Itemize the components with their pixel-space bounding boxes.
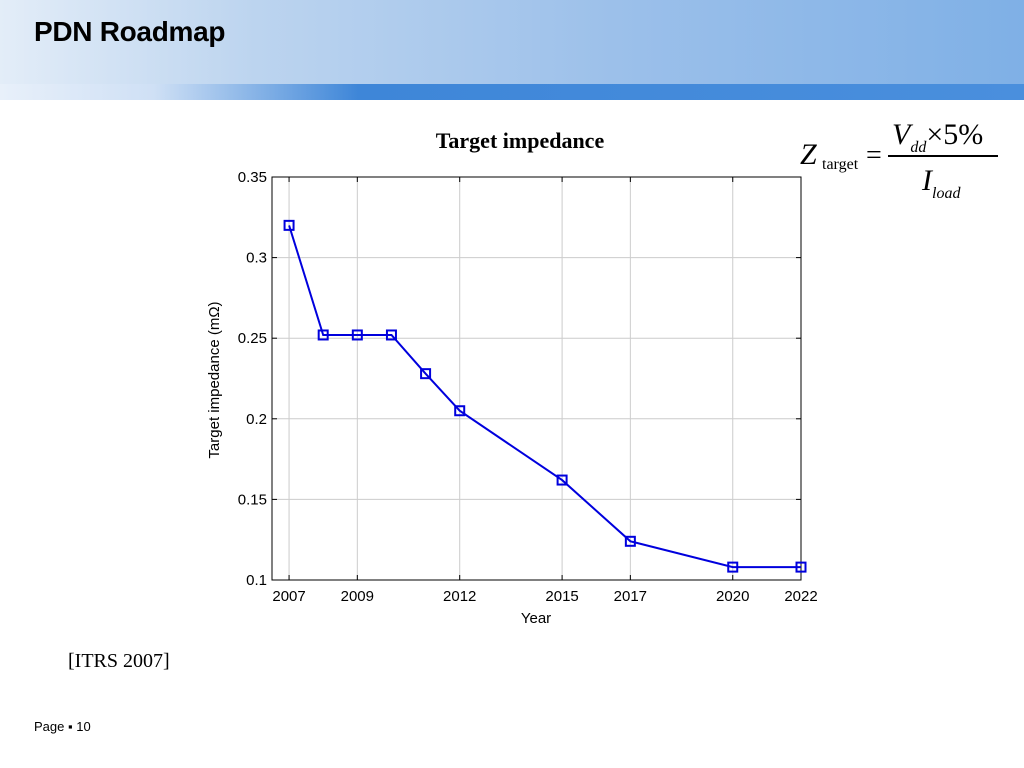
data-point-marker	[624, 535, 636, 547]
formula-denominator-subscript: load	[932, 185, 961, 202]
data-point-marker	[727, 561, 739, 573]
x-tick-label: 2022	[784, 588, 817, 605]
y-tick-labels: 0.1 0.15 0.2 0.25 0.3 0.35	[238, 169, 267, 589]
data-point-marker	[283, 219, 295, 231]
formula-equals: =	[866, 140, 882, 171]
formula-denominator-symbol: I	[922, 164, 932, 197]
series-line	[288, 225, 801, 569]
y-tick-label: 0.2	[246, 411, 267, 428]
formula-numerator-subscript: dd	[910, 139, 927, 156]
y-tick-label: 0.3	[246, 250, 267, 267]
y-tick-label: 0.25	[238, 330, 267, 347]
header-stripe	[0, 84, 1024, 100]
data-point-marker	[454, 405, 466, 417]
page-separator: ▪	[68, 719, 73, 734]
page-number-value: 10	[76, 719, 91, 734]
formula-lhs-subscript: target	[822, 156, 859, 173]
chart-title-wrap: Target impedance	[0, 128, 1024, 154]
y-axis-label: Target impedance (mΩ)	[206, 301, 223, 458]
page-label: Page	[34, 719, 65, 734]
data-point-marker	[556, 474, 568, 486]
x-tick-label: 2015	[545, 588, 578, 605]
formula-denominator: Iload	[922, 164, 960, 202]
data-point-marker	[317, 329, 329, 341]
x-tick-label: 2017	[614, 588, 647, 605]
data-point-marker	[385, 329, 397, 341]
chart-ticks	[272, 176, 802, 581]
source-citation: [ITRS 2007]	[68, 650, 170, 672]
x-tick-labels: 2007 2009 2012 2015 2017 2020 2022	[272, 588, 817, 605]
y-tick-label: 0.15	[238, 491, 267, 508]
x-tick-label: 2009	[341, 588, 374, 605]
data-point-marker	[351, 329, 363, 341]
formula-numerator-rest: ×5%	[926, 118, 984, 151]
formula-lhs-symbol: Z	[800, 138, 817, 171]
y-tick-label: 0.1	[246, 572, 267, 589]
page-number: Page ▪ 10	[34, 719, 91, 734]
formula-numerator-symbol: V	[892, 118, 911, 151]
x-tick-label: 2007	[272, 588, 305, 605]
x-axis-label: Year	[521, 610, 551, 627]
x-tick-label: 2020	[716, 588, 749, 605]
formula-fraction-bar	[888, 155, 998, 157]
x-tick-label: 2012	[443, 588, 476, 605]
series-markers	[283, 219, 807, 573]
y-tick-label: 0.35	[238, 169, 267, 186]
slide-title: PDN Roadmap	[34, 16, 226, 47]
header-band	[0, 0, 1024, 84]
data-point-marker	[795, 561, 807, 573]
impedance-formula: Z target = Vdd×5% Iload	[796, 118, 1006, 208]
data-point-marker	[420, 368, 432, 380]
plot-frame	[271, 176, 802, 581]
chart-title: Target impedance	[435, 128, 605, 153]
formula-numerator: Vdd×5%	[892, 118, 984, 156]
chart-grid	[272, 177, 801, 580]
